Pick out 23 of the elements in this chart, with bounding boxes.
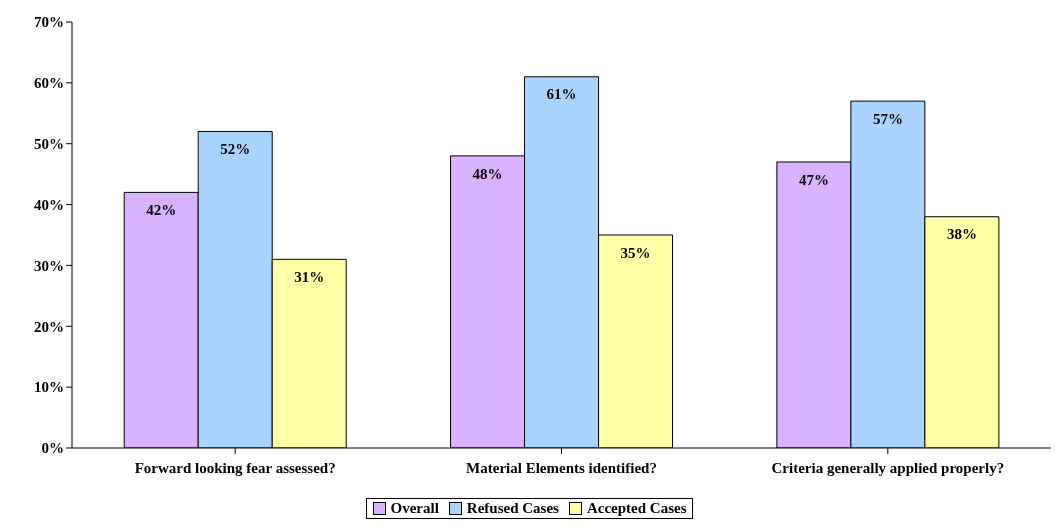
data-label: 61% <box>546 86 577 103</box>
data-label: 42% <box>146 202 177 219</box>
y-tick-label: 50% <box>34 136 64 153</box>
data-label: 48% <box>472 165 503 182</box>
y-tick-label: 70% <box>34 14 64 31</box>
data-label: 38% <box>946 226 977 243</box>
x-tick-label: Material Elements identified? <box>466 459 657 476</box>
x-tick-label: Criteria generally applied properly? <box>771 459 1005 476</box>
legend-label: Accepted Cases <box>585 500 687 517</box>
x-tick-label: Forward looking fear assessed? <box>134 459 336 476</box>
legend-label: Overall <box>389 500 439 517</box>
y-tick-label: 40% <box>34 196 64 213</box>
data-label: 47% <box>798 171 829 188</box>
y-tick-label: 60% <box>34 75 64 92</box>
legend-label: Refused Cases <box>465 500 559 517</box>
y-tick-label: 30% <box>34 257 64 274</box>
y-tick-label: 20% <box>34 318 64 335</box>
y-tick-label: 10% <box>34 379 64 396</box>
y-tick-label: 0% <box>41 440 64 457</box>
data-label: 57% <box>872 110 903 127</box>
data-label: 52% <box>220 141 251 158</box>
data-label: 35% <box>620 244 651 261</box>
data-label: 31% <box>294 268 325 285</box>
